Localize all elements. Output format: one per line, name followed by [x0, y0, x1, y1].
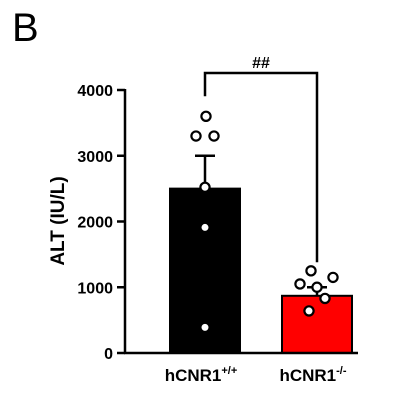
significance-line	[203, 71, 319, 263]
y-tick-label: 4000	[77, 83, 113, 100]
data-point	[294, 278, 306, 290]
y-tick-label: 2000	[77, 215, 113, 232]
y-tick-label: 0	[104, 346, 113, 363]
data-point	[199, 321, 211, 334]
data-points	[190, 110, 339, 334]
y-axis: 0 1000 2000 3000 4000	[77, 83, 127, 363]
panel-label: B	[12, 6, 39, 50]
y-tick-label: 1000	[77, 280, 113, 297]
data-point	[199, 221, 211, 234]
data-point	[303, 305, 315, 317]
data-point	[319, 292, 331, 305]
data-point	[327, 271, 339, 284]
data-point	[190, 130, 202, 142]
data-point	[208, 130, 220, 142]
y-tick-label: 3000	[77, 149, 113, 166]
x-axis: hCNR1+/+ hCNR1-/-	[124, 351, 358, 385]
data-point	[199, 181, 211, 194]
category-label: hCNR1-/-	[279, 365, 346, 385]
bars	[169, 187, 353, 354]
data-point	[200, 110, 212, 123]
bar	[281, 294, 353, 354]
data-point	[305, 265, 317, 277]
y-axis-title: ALT (IU/L)	[48, 176, 69, 265]
data-point	[311, 281, 323, 293]
category-label: hCNR1+/+	[165, 365, 238, 385]
significance-label: ##	[252, 55, 270, 72]
significance-bracket: ##	[203, 55, 319, 263]
